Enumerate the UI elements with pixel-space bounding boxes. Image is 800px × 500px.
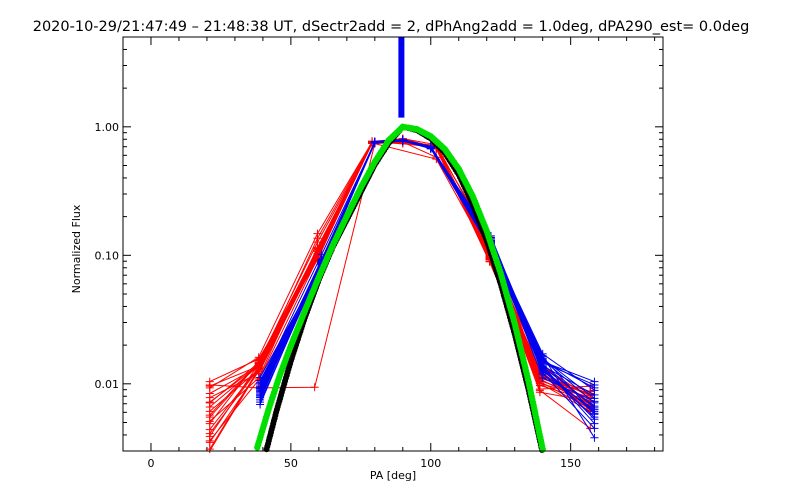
- data-point-marker: [254, 364, 263, 373]
- data-point-marker: [256, 383, 265, 392]
- series-line: [209, 142, 490, 389]
- x-tick-label: 0: [147, 457, 154, 470]
- data-point-marker: [205, 380, 214, 389]
- data-point-marker: [590, 383, 599, 392]
- data-point-marker: [205, 445, 214, 454]
- series-layer: [205, 37, 599, 454]
- data-point-marker: [590, 390, 599, 399]
- data-point-marker: [538, 356, 547, 365]
- data-point-marker: [426, 143, 435, 152]
- data-point-marker: [590, 424, 599, 433]
- data-point-marker: [313, 244, 322, 253]
- data-point-marker: [205, 429, 214, 438]
- series-line: [259, 139, 595, 414]
- y-tick-group: 0.01 0.10 1.00: [95, 36, 663, 452]
- x-tick-label: 150: [560, 457, 581, 470]
- y-tick-label: 0.01: [95, 378, 120, 391]
- data-point-marker: [205, 413, 214, 422]
- y-axis-label: Normalized Flux: [70, 204, 83, 293]
- data-point-marker: [205, 438, 214, 447]
- data-point-marker: [590, 409, 599, 418]
- data-point-marker: [310, 383, 319, 392]
- data-point-marker: [205, 398, 214, 407]
- data-point-marker: [535, 388, 544, 397]
- y-tick-label: 0.10: [95, 249, 120, 262]
- data-point-marker: [590, 433, 599, 442]
- y-tick-label: 1.00: [95, 121, 120, 134]
- data-point-marker: [535, 381, 544, 390]
- data-point-marker: [538, 364, 547, 373]
- data-point-marker: [313, 234, 322, 243]
- plot-frame: [122, 36, 664, 452]
- fit-layer: [254, 123, 546, 453]
- data-point-marker: [370, 137, 379, 146]
- data-point-marker: [398, 136, 407, 145]
- x-axis-label: PA [deg]: [370, 469, 416, 482]
- x-tick-label: 50: [284, 457, 298, 470]
- x-tick-label: 100: [420, 457, 441, 470]
- chart-title: 2020-10-29/21:47:49 – 21:48:38 UT, dSect…: [33, 19, 750, 35]
